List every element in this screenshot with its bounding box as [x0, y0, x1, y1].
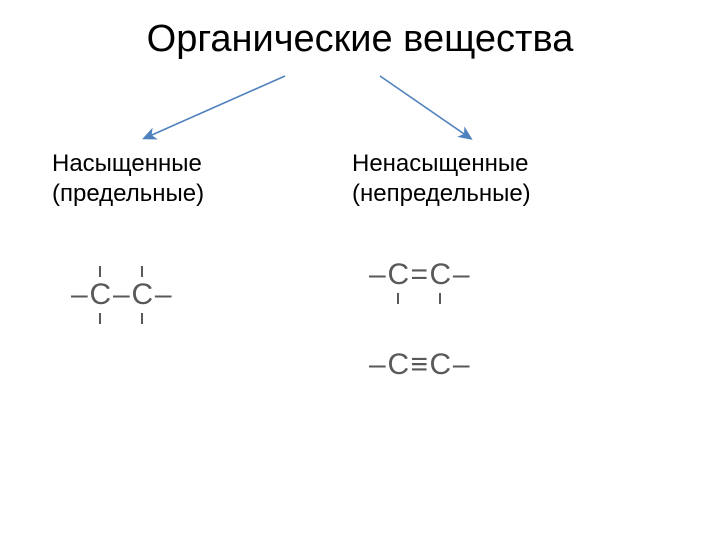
arrows-layer — [0, 0, 720, 540]
arrow-left — [145, 76, 285, 138]
bond-stub-down — [397, 293, 399, 304]
bond-symbol: – — [154, 280, 173, 310]
left-col-line1: Насыщенные — [52, 150, 202, 178]
right-col-line1: Ненасыщенные — [352, 150, 528, 178]
slide-title: Органические вещества — [0, 18, 720, 61]
bond-stub-down — [439, 293, 441, 304]
bond-symbol: – — [112, 280, 131, 310]
bond-symbol: – — [70, 280, 89, 310]
carbon-atom: C — [89, 280, 112, 310]
bond-stub-up — [99, 266, 101, 277]
arrow-right — [380, 76, 470, 138]
carbon-atom: C — [387, 350, 410, 380]
right-col-line2: (непредельные) — [352, 180, 531, 208]
bond-symbol: = — [410, 260, 429, 290]
structure-saturated: –C–C– — [70, 280, 173, 310]
bond-stub-down — [141, 313, 143, 324]
bond-symbol: ≡ — [410, 350, 429, 380]
structure-triple-bond: –C≡C– — [368, 350, 471, 380]
carbon-atom: C — [131, 280, 154, 310]
carbon-atom: C — [387, 260, 410, 290]
left-col-line2: (предельные) — [52, 180, 204, 208]
bond-symbol: – — [452, 260, 471, 290]
slide-root: Органические вещества Насыщенные (предел… — [0, 0, 720, 540]
bond-symbol: – — [452, 350, 471, 380]
carbon-atom: C — [429, 350, 452, 380]
carbon-atom: C — [429, 260, 452, 290]
bond-symbol: – — [368, 260, 387, 290]
bond-symbol: – — [368, 350, 387, 380]
bond-stub-up — [141, 266, 143, 277]
structure-double-bond: –C=C– — [368, 260, 471, 290]
bond-stub-down — [99, 313, 101, 324]
